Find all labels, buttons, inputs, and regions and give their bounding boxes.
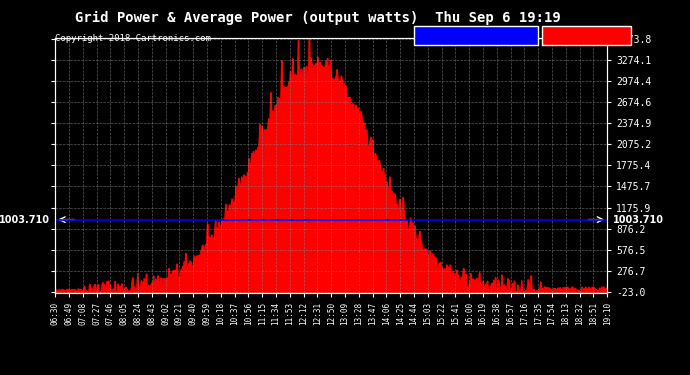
Text: Copyright 2018 Cartronics.com: Copyright 2018 Cartronics.com bbox=[55, 34, 211, 43]
Text: 1003.710: 1003.710 bbox=[613, 214, 664, 225]
Text: Grid  (AC Watts): Grid (AC Watts) bbox=[544, 31, 629, 40]
Text: 1003.710: 1003.710 bbox=[0, 214, 50, 225]
Text: Average  (AC Watts): Average (AC Watts) bbox=[425, 31, 527, 40]
Text: Grid Power & Average Power (output watts)  Thu Sep 6 19:19: Grid Power & Average Power (output watts… bbox=[75, 11, 560, 26]
